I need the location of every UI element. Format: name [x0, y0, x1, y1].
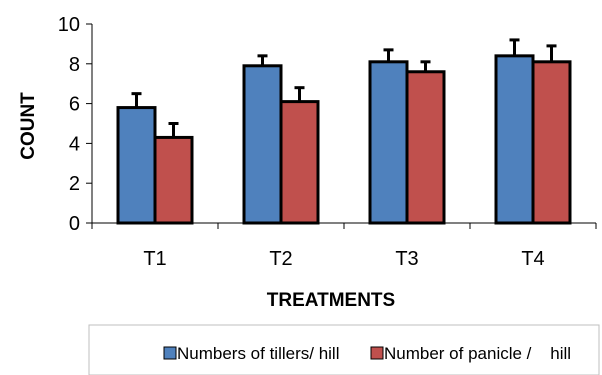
x-axis-ticks: T1 T2 T3 T4: [91, 223, 597, 270]
bar-panicle-t3: [405, 70, 446, 225]
legend-swatch-tillers: [163, 346, 177, 360]
x-tick-label-t3: T3: [395, 248, 418, 270]
bar-series: [116, 38, 572, 225]
y-tick-label: 4: [69, 133, 80, 155]
y-axis-title: COUNT: [18, 92, 39, 160]
legend: Numbers of tillers/ hill Number of panic…: [88, 324, 600, 375]
x-axis-title: TREATMENTS: [267, 290, 395, 311]
x-tick-label-t1: T1: [143, 248, 166, 270]
y-tick-label: 10: [58, 14, 80, 36]
y-axis-ticks: 0 2 4 6 8 10: [58, 14, 92, 235]
bar-tillers-t3: [368, 60, 409, 225]
bar-tillers-t4: [494, 54, 535, 225]
y-tick-label: 0: [69, 213, 80, 235]
bar-panicle-t1: [153, 135, 194, 225]
bar-tillers-t1: [116, 106, 157, 225]
y-tick-label: 8: [69, 54, 80, 76]
legend-label-tillers: Numbers of tillers/ hill: [177, 344, 340, 363]
bar-panicle-t2: [279, 100, 320, 225]
y-tick-label: 2: [69, 173, 80, 195]
bar-panicle-t4: [531, 60, 572, 225]
y-tick-label: 6: [69, 94, 80, 116]
x-tick-label-t4: T4: [521, 248, 544, 270]
bar-tillers-t2: [242, 64, 283, 225]
legend-label-panicle: Number of panicle / hill: [384, 344, 571, 363]
x-tick-label-t2: T2: [269, 248, 292, 270]
legend-swatch-panicle: [370, 346, 384, 360]
